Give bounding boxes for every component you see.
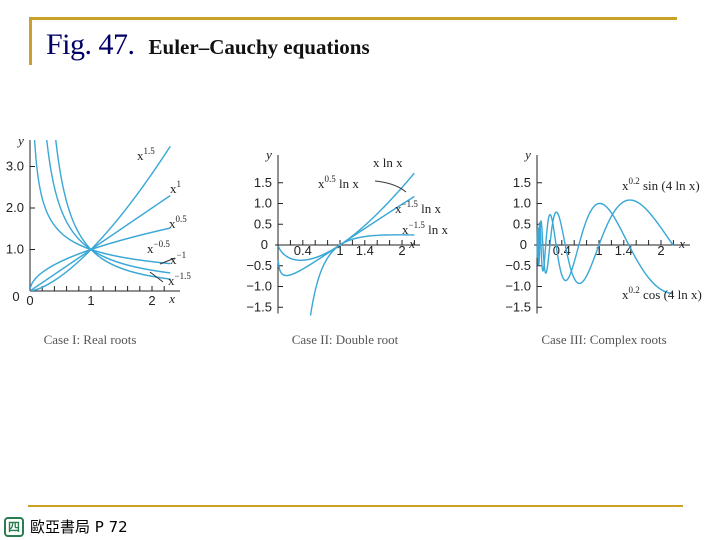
chart-caption: Case III: Complex roots: [541, 332, 666, 347]
chart-real-roots: y x 0 1 2 1.0 2.0 3.0 0 x1.5 x1 x0.5 x−0.5x−1 x−1.5 Ca…: [6, 133, 191, 347]
chart-double-root: y x 0.4 1 1.4 2 −1.5 −1.0 −0.5 0.5 1.0 1.5 0 x ln x x0…: [246, 147, 448, 347]
footer-divider: [28, 505, 683, 507]
x-tick-label: 2: [657, 243, 664, 258]
series-line: [30, 145, 171, 291]
y-tick-label: 0.5: [513, 216, 531, 231]
series-line: [30, 195, 171, 291]
y-tick-label: 2.0: [6, 200, 24, 215]
y-tick-label: −1.0: [246, 279, 272, 294]
series-line: [46, 140, 171, 274]
title-accent-left: [29, 17, 32, 65]
series-label: x−1.5 ln x: [402, 220, 448, 237]
x-tick-label: 2: [398, 243, 405, 258]
x-tick-label: 1.4: [356, 243, 374, 258]
footer: 四 歐亞書局 P 72: [4, 516, 128, 537]
y-axis-label: y: [16, 133, 24, 148]
series-label: x−1.5: [168, 271, 191, 288]
series-line: [277, 196, 415, 277]
y-tick-label: 0.5: [254, 216, 272, 231]
series-label: x−0.5: [147, 239, 170, 256]
series-label: x0.5: [169, 214, 187, 231]
x-tick-label: 1: [336, 243, 343, 258]
figure-number: Fig. 47.: [46, 28, 135, 61]
series-label: x1: [170, 179, 181, 196]
series-line: [55, 140, 171, 280]
y-tick-label: 1.0: [6, 242, 24, 257]
y-axis-label: y: [264, 147, 272, 162]
y-tick-label: −1.5: [505, 299, 531, 314]
x-tick-label: 0: [26, 293, 33, 308]
series-line: [536, 202, 674, 295]
origin-label: 0: [12, 289, 19, 304]
x-axis-label: x: [168, 291, 175, 306]
series-label: x ln x: [373, 155, 403, 170]
origin-label: 0: [261, 237, 268, 252]
series-line: [30, 227, 171, 289]
y-tick-label: 1.5: [254, 175, 272, 190]
y-tick-label: −0.5: [505, 258, 531, 273]
series-line: [536, 199, 674, 285]
x-axis-label: x: [408, 236, 415, 251]
series-label: x1.5: [137, 146, 155, 163]
series-label: x−1: [170, 250, 186, 267]
x-tick-label: 1: [595, 243, 602, 258]
chart-caption: Case II: Double root: [292, 332, 399, 347]
y-tick-label: 1.0: [513, 196, 531, 211]
publisher-logo-icon: 四: [4, 516, 24, 537]
series-label: x0.5 ln x: [318, 174, 359, 191]
slide-title: Fig. 47. Euler–Cauchy equations: [46, 28, 370, 62]
y-tick-label: −1.5: [246, 299, 272, 314]
label-pointer: [149, 271, 164, 283]
figure-subtitle: Euler–Cauchy equations: [148, 35, 370, 59]
x-tick-label: 1.4: [615, 243, 633, 258]
y-tick-label: 1.0: [254, 196, 272, 211]
x-tick-label: 2: [148, 293, 155, 308]
y-tick-label: 1.5: [513, 175, 531, 190]
series-label: x0.2 cos (4 ln x): [622, 285, 702, 302]
series-line: [33, 140, 171, 265]
label-pointer: [159, 257, 176, 265]
y-tick-label: 3.0: [6, 159, 24, 174]
series-label: x0.2 sin (4 ln x): [622, 176, 700, 193]
footer-text: 歐亞書局 P 72: [30, 518, 128, 536]
label-pointer: [374, 180, 407, 193]
chart-caption: Case I: Real roots: [44, 332, 137, 347]
series-label: x−1.5 ln x: [395, 199, 441, 216]
origin-label: 0: [520, 237, 527, 252]
y-axis-label: y: [523, 147, 531, 162]
title-accent-top: [32, 17, 677, 20]
x-axis-label: x: [678, 236, 685, 251]
series-line: [309, 234, 415, 316]
y-tick-label: −0.5: [246, 258, 272, 273]
y-tick-label: −1.0: [505, 279, 531, 294]
x-tick-label: 1: [87, 293, 94, 308]
x-tick-label: 0.4: [294, 243, 312, 258]
